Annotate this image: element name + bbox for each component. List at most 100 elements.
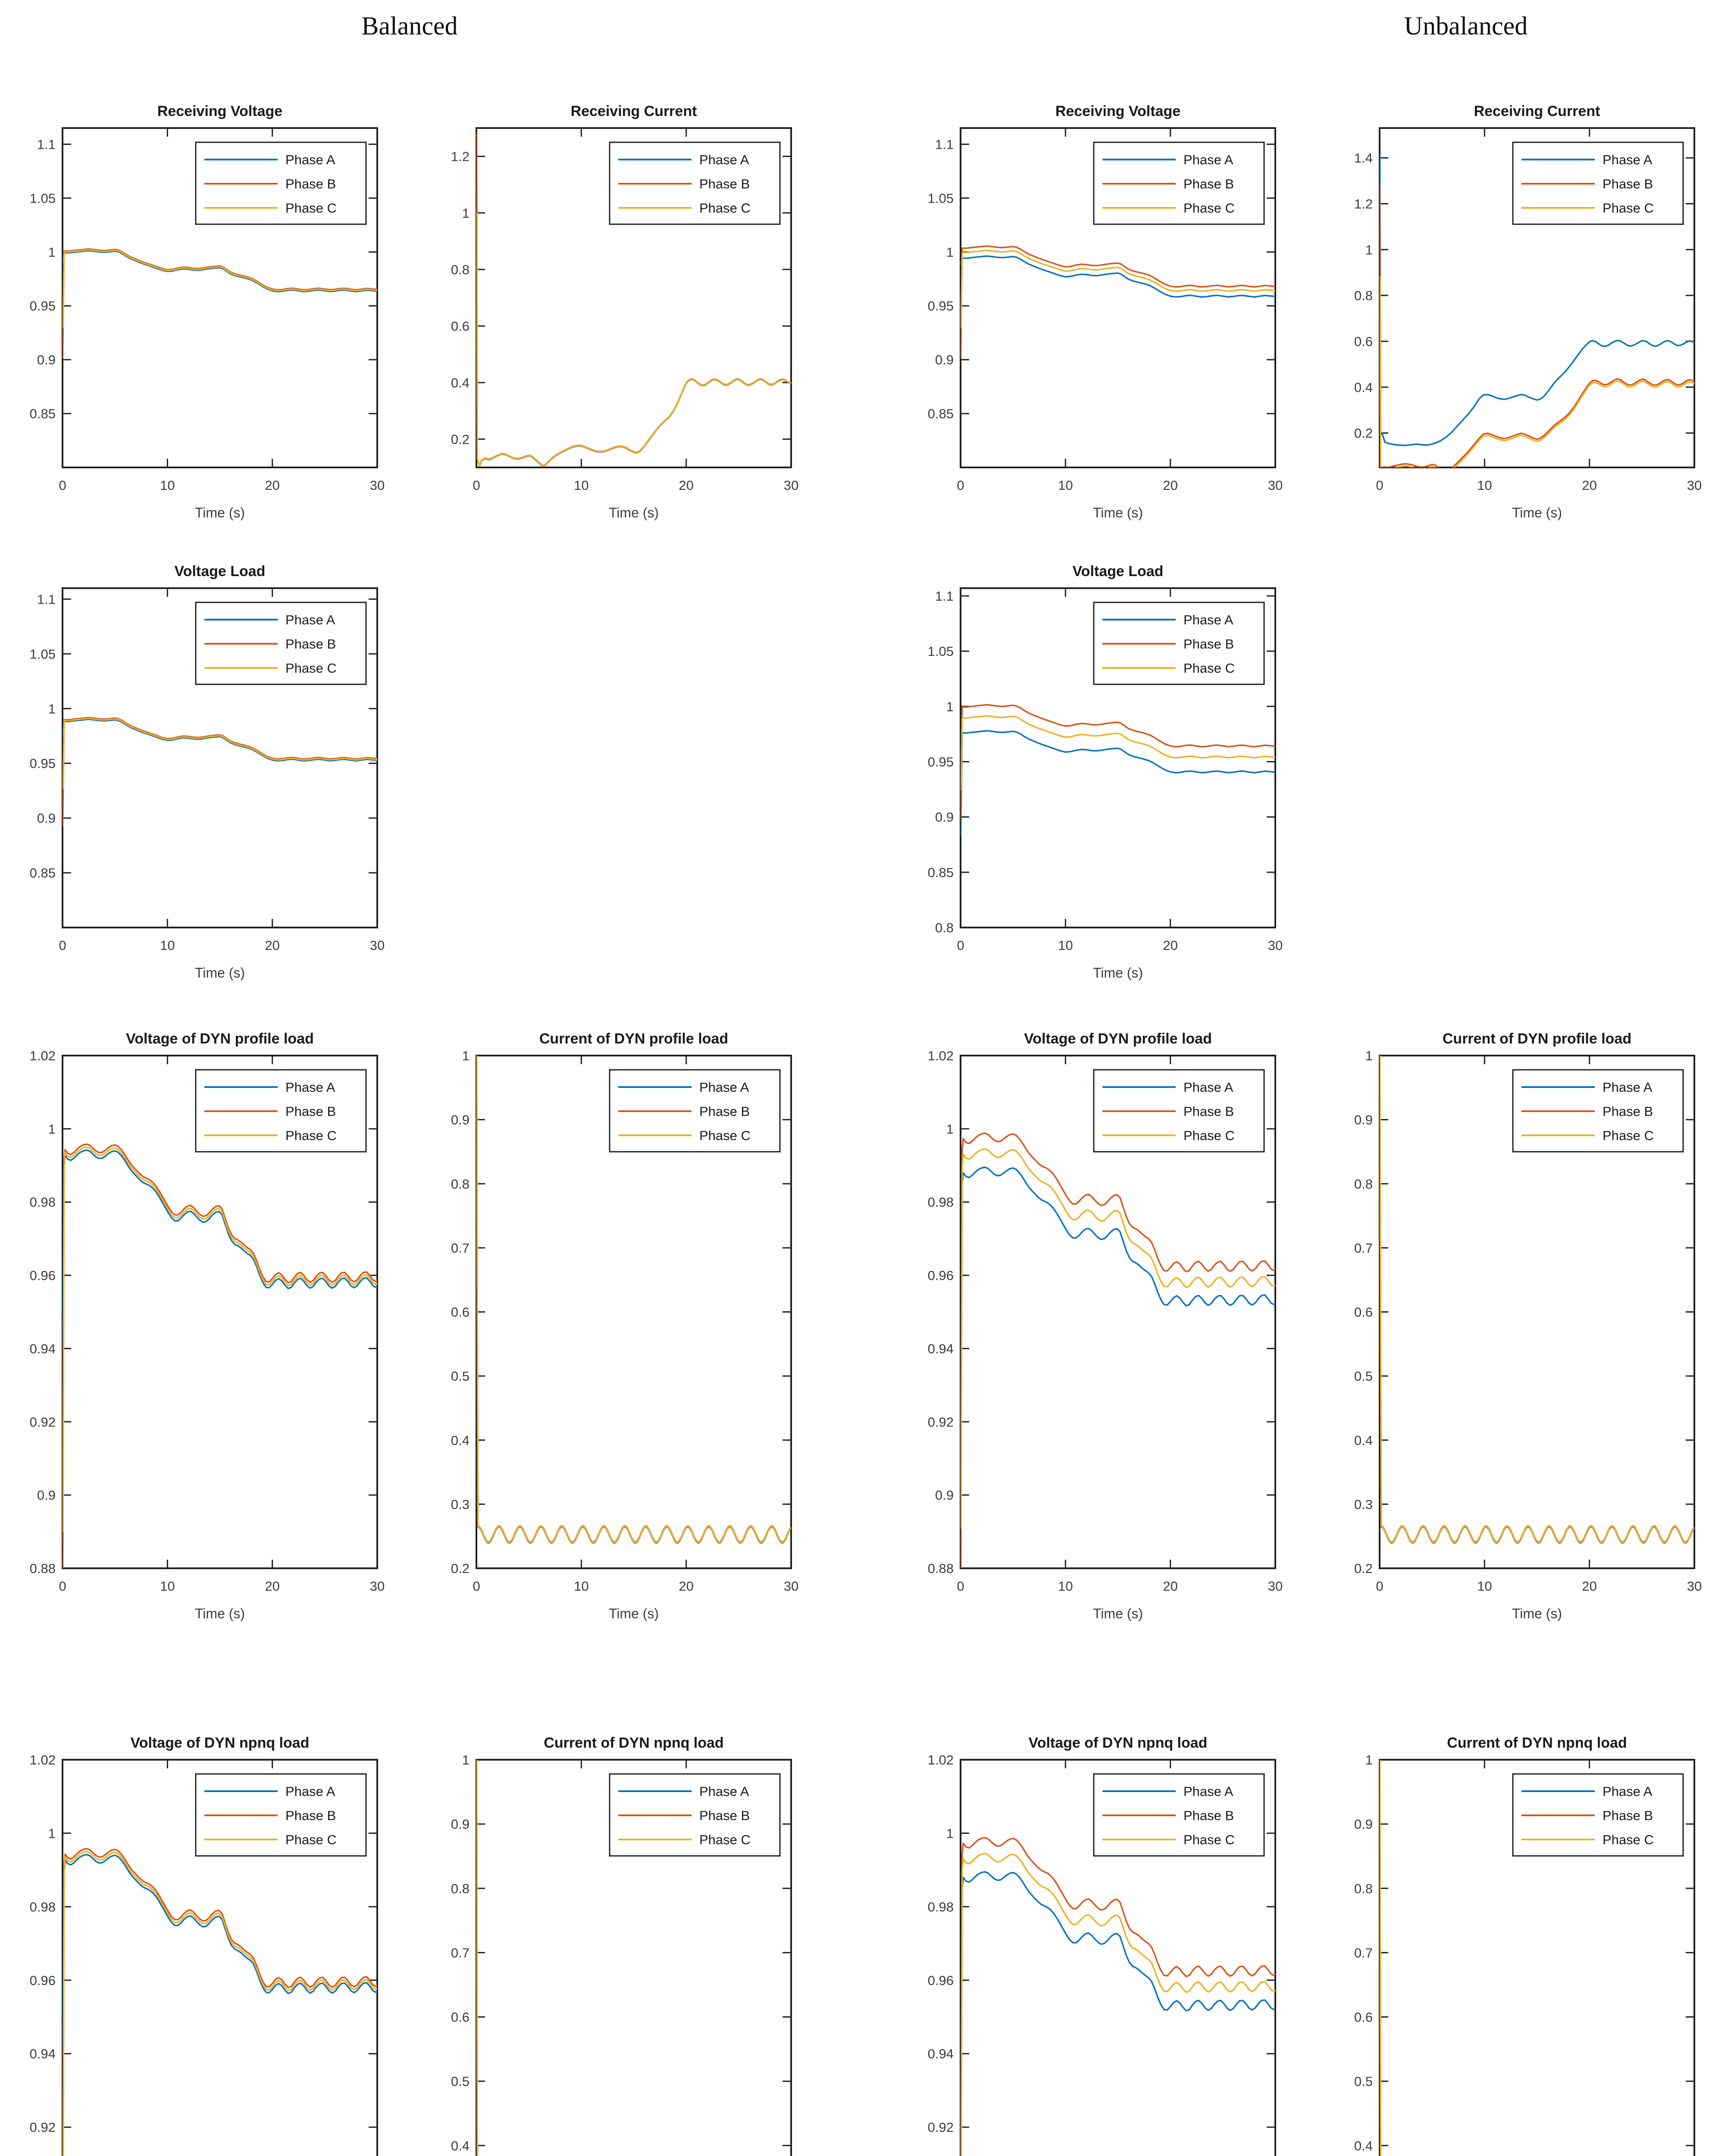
y-axis-tick-label: 0.94	[928, 2046, 954, 2062]
legend-label: Phase C	[285, 661, 337, 676]
y-axis-tick-label: 0.5	[1354, 2074, 1373, 2089]
y-axis-tick-label: 0.92	[30, 1414, 56, 1429]
y-axis-tick-label: 1.1	[935, 589, 954, 604]
y-axis-tick-label: 0.6	[451, 1305, 470, 1320]
y-axis-tick-label: 0.2	[1354, 1561, 1373, 1576]
x-axis-tick-label: 0	[957, 938, 964, 953]
legend[interactable]: Phase A Phase B Phase C	[609, 141, 781, 225]
legend-label: Phase C	[285, 1832, 337, 1847]
unbalanced-receiving-voltage-phase-a-line	[961, 255, 1275, 298]
balanced-voltage-dyn-profile-load-plot: Voltage of DYN profile load 0 10 20 30 1.02 1 0…	[6, 1017, 394, 1642]
legend-label: Phase A	[285, 152, 335, 167]
legend[interactable]: Phase A Phase B Phase C	[195, 602, 367, 685]
balanced-voltage-load-phase-a-line	[63, 718, 377, 762]
legend-label: Phase B	[699, 1104, 750, 1119]
balanced-voltage-load-phase-b-line	[63, 717, 377, 827]
x-axis-tick-label: 20	[1163, 938, 1177, 953]
legend-label: Phase C	[1183, 661, 1235, 676]
balanced-voltage-dyn-npnq-load-container: Voltage of DYN npnq load01020301.0210.98…	[6, 1721, 394, 2156]
y-axis-tick-label: 0.85	[928, 865, 954, 880]
series-group	[1380, 1056, 1694, 1544]
y-axis-tick-label: 0.8	[935, 920, 954, 935]
legend-box	[609, 141, 781, 225]
balanced-current-dyn-profile-load-plot: Current of DYN profile load 0 10 20 30 1 0.9 0.…	[420, 1017, 808, 1642]
legend-label: Phase A	[285, 1080, 335, 1095]
y-axis-tick-label: 0.92	[928, 2120, 954, 2135]
legend[interactable]: Phase A Phase B Phase C	[195, 1773, 367, 1857]
legend[interactable]: Phase A Phase B Phase C	[609, 1069, 781, 1153]
y-axis-tick-label: 0.7	[1354, 1241, 1373, 1256]
y-axis-tick-label: 0.95	[30, 298, 56, 313]
x-axis-tick-label: 30	[1687, 1579, 1702, 1594]
series-group	[961, 245, 1275, 358]
balanced-voltage-dyn-npnq-load-phase-c-line	[63, 1851, 377, 2156]
y-axis-tick-label: 1.2	[451, 149, 470, 164]
x-axis-tick-label: 30	[784, 1579, 798, 1594]
legend-label: Phase C	[1603, 1128, 1654, 1143]
plot-title: Receiving Voltage	[1055, 103, 1180, 119]
axis-box	[960, 127, 1276, 468]
plot-title: Voltage Load	[1073, 563, 1164, 580]
x-axis-tick-label: 30	[370, 1579, 385, 1594]
unbalanced-voltage-dyn-npnq-load-plot: Voltage of DYN npnq load01020301.0210.98…	[905, 1721, 1293, 2156]
legend[interactable]: Phase A Phase B Phase C	[1512, 1773, 1684, 1857]
y-axis-tick-label: 1	[946, 244, 954, 260]
legend[interactable]: Phase A Phase B Phase C	[1093, 602, 1265, 685]
balanced-voltage-dyn-profile-load-phase-b-line	[63, 1143, 377, 1568]
legend-label: Phase C	[1183, 201, 1235, 216]
unbalanced-receiving-voltage-container: Receiving Voltage 0 10 20 30 1.1 1.05 1 0.95 0.9 0…	[905, 91, 1293, 540]
balanced-voltage-dyn-npnq-load-phase-b-line	[63, 1848, 377, 2156]
legend[interactable]: Phase A Phase B Phase C	[1093, 1773, 1265, 1857]
legend-label: Phase B	[1603, 1808, 1653, 1823]
unbalanced-current-dyn-profile-load-phase-c-line	[1380, 1056, 1694, 1544]
unbalanced-receiving-current-container: Receiving Current 0 10 20 30 1.4 1.2 1 0.8 0.6 0.4…	[1324, 91, 1712, 540]
unbalanced-current-dyn-npnq-load-plot: Current of DYN npnq load010203010.90.80.…	[1324, 1721, 1712, 2156]
y-axis-tick-label: 0.92	[30, 2120, 56, 2135]
x-axis-tick-label: 10	[160, 938, 175, 953]
y-axis-tick-label: 0.92	[928, 1414, 954, 1429]
x-axis-tick-label: 20	[1582, 478, 1596, 493]
unbalanced-voltage-dyn-npnq-load-phase-b-line	[961, 1837, 1275, 2156]
series-group	[63, 1143, 377, 1568]
y-axis-tick-label: 0.3	[1354, 1497, 1373, 1512]
y-axis-tick-label: 0.96	[30, 1268, 56, 1283]
legend-label: Phase C	[699, 1128, 751, 1143]
x-axis-tick-label: 30	[1268, 1579, 1283, 1594]
x-axis-tick-label: 10	[1058, 478, 1073, 493]
y-axis-tick-label: 1.1	[935, 137, 954, 152]
legend[interactable]: Phase A Phase B Phase C	[1093, 141, 1265, 225]
legend[interactable]: Phase A Phase B Phase C	[609, 1773, 781, 1857]
legend-label: Phase B	[699, 1808, 750, 1823]
balanced-receiving-voltage-container: Receiving Voltage 0 10 20 30 1.1 1.05 1 0.95 0.9 0…	[6, 91, 394, 540]
balanced-receiving-voltage-phase-c-line	[63, 249, 377, 328]
x-axis-tick-label: 0	[59, 1579, 66, 1594]
unbalanced-receiving-current-phase-c-line	[1380, 276, 1694, 467]
legend[interactable]: Phase A Phase B Phase C	[1512, 1069, 1684, 1153]
legend[interactable]: Phase A Phase B Phase C	[195, 141, 367, 225]
x-axis-tick-label: 20	[265, 1579, 279, 1594]
y-axis-tick-label: 1.1	[37, 137, 56, 152]
y-axis-tick-label: 0.94	[30, 1341, 56, 1356]
x-axis-label: Time (s)	[1512, 505, 1562, 520]
y-axis-tick-label: 0.4	[1354, 1433, 1373, 1448]
balanced-voltage-dyn-npnq-load-phase-a-line	[63, 1854, 377, 2055]
x-axis-tick-label: 0	[957, 1579, 964, 1594]
balanced-receiving-current-container: Receiving Current 0 10 20 30 1.2 1 0.8 0.6 0.4 0.2…	[420, 91, 808, 540]
legend-label: Phase C	[699, 201, 751, 216]
unbalanced-voltage-load-phase-a-line	[961, 730, 1275, 836]
balanced-receiving-current-phase-c-line	[476, 212, 791, 467]
legend-label: Phase A	[285, 612, 335, 627]
legend[interactable]: Phase A Phase B Phase C	[1512, 141, 1684, 225]
y-axis-tick-label: 0.96	[30, 1973, 56, 1988]
x-axis-tick-label: 0	[473, 1579, 480, 1594]
legend-label: Phase A	[1603, 1080, 1653, 1095]
series-group	[961, 1132, 1275, 1568]
legend[interactable]: Phase A Phase B Phase C	[1093, 1069, 1265, 1153]
y-axis-tick-label: 0.88	[30, 1561, 56, 1576]
legend-label: Phase A	[285, 1784, 335, 1799]
legend-label: Phase C	[1603, 201, 1654, 216]
y-axis-tick-label: 0.96	[928, 1973, 954, 1988]
legend[interactable]: Phase A Phase B Phase C	[195, 1069, 367, 1153]
unbalanced-current-dyn-npnq-load-container: Current of DYN npnq load010203010.90.80.…	[1324, 1721, 1712, 2156]
